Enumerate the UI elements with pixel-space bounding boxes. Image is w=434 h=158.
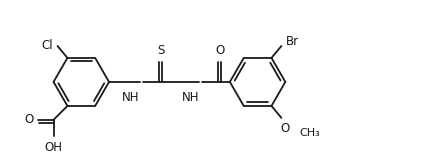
Text: NH: NH [181,91,199,104]
Text: OH: OH [45,141,62,154]
Text: S: S [157,44,164,57]
Text: O: O [215,44,225,57]
Text: Br: Br [286,35,299,48]
Text: Cl: Cl [41,39,53,52]
Text: O: O [281,122,290,135]
Text: NH: NH [122,91,140,104]
Text: CH₃: CH₃ [299,128,320,138]
Text: O: O [24,113,34,126]
